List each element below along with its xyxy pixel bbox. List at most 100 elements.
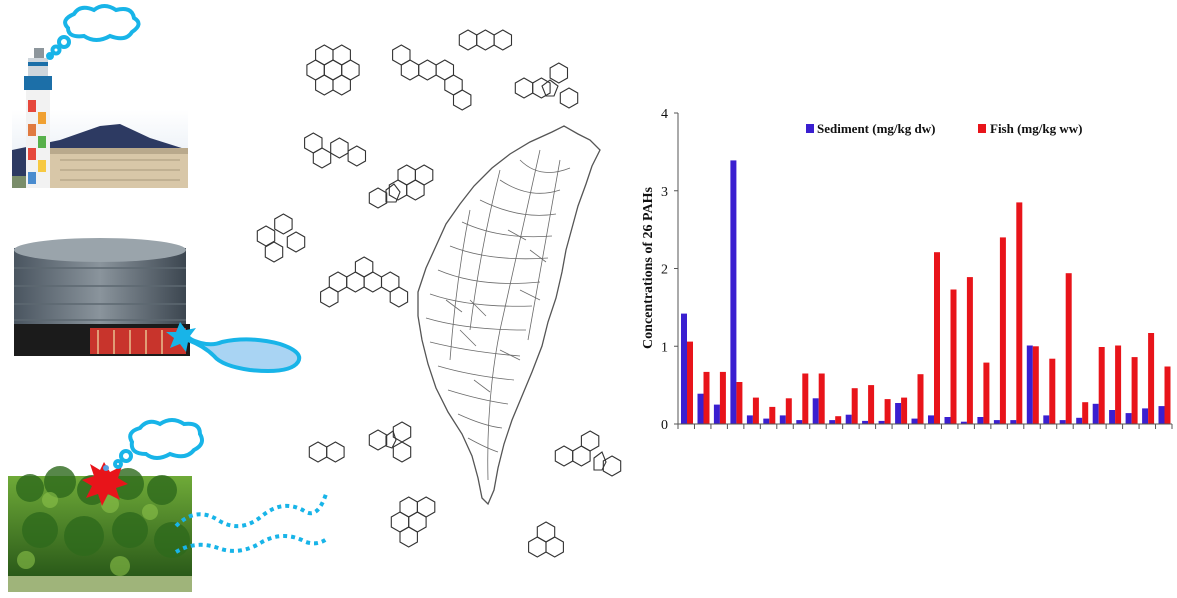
fish-bar-1	[687, 341, 693, 424]
fire-icon	[82, 462, 128, 506]
fish-bar-14	[901, 397, 908, 424]
sediment-bar-1	[681, 313, 687, 424]
taiwan-river-map	[417, 125, 601, 506]
anthracene-structure	[458, 29, 513, 51]
sediment-bar-15	[911, 418, 918, 424]
benzopyrene-structure	[390, 496, 436, 548]
legend-swatch-fish	[978, 124, 986, 133]
storage-tank-photo	[14, 236, 302, 373]
fish-bar-27	[1115, 345, 1122, 424]
fish-bar-10	[835, 416, 842, 424]
emission-waves-icon	[174, 493, 330, 554]
y-tick-label-4: 4	[661, 107, 668, 122]
fish-bar-29	[1148, 333, 1155, 424]
bar-chart: 0 1 2 3 4 Concentrations of 26 PAHs Sediment…	[641, 107, 1173, 433]
benzofluoranthene-structure-3	[554, 430, 622, 477]
fish-bar-22	[1032, 346, 1039, 425]
fish-bar-13	[884, 399, 891, 424]
spill-icon	[166, 322, 302, 373]
sediment-bar-21	[1010, 420, 1017, 424]
chart-legend: Sediment (mg/kg dw) Fish (mg/kg ww)	[806, 121, 1082, 136]
legend-swatch-sediment	[806, 124, 814, 133]
indenopyrene-structure	[368, 164, 434, 209]
dibenzoanthracene-structure	[392, 44, 472, 111]
fish-bar-24	[1065, 273, 1072, 424]
sediment-bar-20	[993, 420, 1000, 424]
fish-bar-12	[868, 385, 875, 424]
sediment-bar-26	[1092, 403, 1099, 424]
fish-bar-2	[703, 371, 710, 424]
sediment-bar-25	[1076, 417, 1083, 424]
sediment-bar-3	[713, 404, 720, 424]
sediment-bar-6	[763, 418, 770, 424]
y-tick-label-1: 1	[661, 340, 668, 355]
sediment-bar-5	[746, 415, 753, 424]
sediment-bar-24	[1059, 420, 1066, 424]
sediment-bar-29	[1142, 408, 1149, 424]
sediment-bar-13	[878, 420, 885, 424]
chart-bars	[681, 160, 1171, 425]
chart-axes	[674, 112, 1173, 429]
y-tick-label-2: 2	[661, 263, 668, 278]
stack-decoration	[28, 100, 46, 184]
sediment-bar-11	[845, 414, 852, 424]
fish-bar-25	[1082, 402, 1089, 424]
y-tick-labels: 0 1 2 3 4	[661, 107, 668, 433]
pah-structures	[256, 29, 622, 558]
sediment-bar-28	[1125, 413, 1132, 424]
fish-bar-20	[999, 237, 1006, 424]
coronene-structure	[306, 44, 360, 96]
fish-bar-3	[719, 371, 726, 424]
sediment-bar-8	[796, 420, 803, 424]
sediment-bar-19	[977, 417, 984, 424]
fluoranthene-structure	[368, 421, 412, 463]
legend-label-sediment: Sediment (mg/kg dw)	[817, 121, 935, 136]
fish-bar-11	[851, 388, 858, 424]
sediment-bar-23	[1043, 415, 1050, 424]
fish-bar-8	[802, 373, 809, 424]
naphthalene-structure	[308, 441, 345, 463]
sediment-bar-9	[812, 398, 819, 424]
y-tick-label-3: 3	[661, 185, 668, 200]
sediment-bar-12	[862, 420, 869, 424]
phenanthrene-structure	[528, 521, 564, 558]
benzofluoranthene-structure	[514, 62, 579, 109]
y-axis-label: Concentrations of 26 PAHs	[641, 187, 656, 349]
incinerator-photo	[12, 4, 188, 188]
fish-bar-9	[818, 373, 825, 424]
sediment-bar-10	[829, 420, 836, 424]
fish-bar-19	[983, 362, 990, 424]
sediment-bar-14	[895, 403, 902, 424]
sediment-bar-30	[1158, 406, 1165, 424]
sediment-bar-4	[730, 160, 737, 424]
benzofluoranthene-structure-2	[256, 213, 306, 263]
fish-bar-26	[1098, 347, 1105, 424]
chrysene-structure	[304, 132, 367, 169]
fish-bar-17	[950, 289, 957, 424]
fish-bar-5	[752, 397, 759, 424]
sediment-bar-18	[960, 421, 967, 424]
fish-bar-4	[736, 382, 743, 424]
fish-bar-28	[1131, 357, 1138, 424]
fish-bar-6	[769, 406, 776, 424]
y-tick-label-0: 0	[661, 418, 668, 433]
smoke-cloud-icon-2	[113, 418, 204, 469]
fish-bar-30	[1164, 366, 1171, 424]
fish-bar-16	[934, 252, 940, 424]
sediment-bar-27	[1109, 410, 1116, 424]
smoke-cloud-icon	[46, 4, 141, 60]
sediment-bar-2	[697, 393, 704, 424]
fish-bar-18	[966, 277, 973, 424]
sediment-bar-7	[779, 415, 786, 424]
sediment-bar-16	[928, 415, 934, 424]
sediment-bar-22	[1026, 345, 1033, 424]
fish-bar-21	[1016, 202, 1023, 424]
fish-bar-23	[1049, 358, 1056, 424]
sediment-bar-17	[944, 417, 951, 424]
dibenzopyrene-structure	[320, 256, 409, 308]
fish-bar-15	[917, 374, 924, 424]
fish-bar-7	[785, 398, 792, 424]
legend-label-fish: Fish (mg/kg ww)	[990, 121, 1082, 136]
forest-fire-photo	[8, 418, 330, 592]
